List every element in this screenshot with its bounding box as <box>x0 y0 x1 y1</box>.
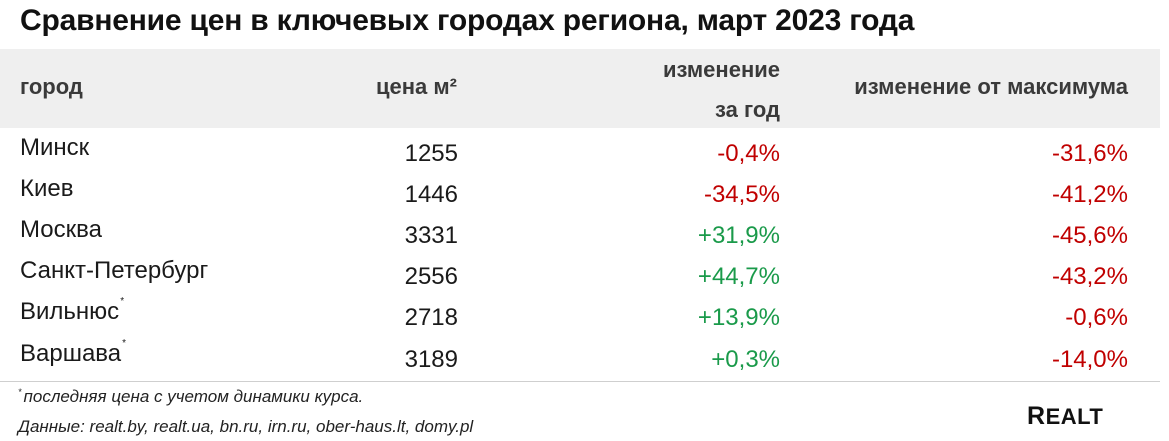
cell-price: 3189 <box>404 346 458 373</box>
cell-max-change: -43,2% <box>1051 263 1128 290</box>
table-row: Варшава* 3189 +0,3% -14,0% <box>0 336 1160 377</box>
cell-price: 2556 <box>404 263 458 290</box>
footnote: * последняя цена с учетом динамики курса. <box>18 387 363 407</box>
cell-city: Вильнюс* <box>20 296 125 326</box>
cell-year-change: -0,4% <box>717 140 780 167</box>
cell-city: Минск <box>20 134 89 162</box>
column-header-year-change-line2: за год <box>715 97 780 122</box>
footnote-marker: * <box>122 338 127 349</box>
cell-price: 3331 <box>404 222 458 249</box>
table-row: Вильнюс* 2718 +13,9% -0,6% <box>0 294 1160 335</box>
cell-max-change: -0,6% <box>1065 304 1128 331</box>
table-row: Киев 1446 -34,5% -41,2% <box>0 171 1160 212</box>
cell-max-change: -31,6% <box>1051 140 1128 167</box>
page-title: Сравнение цен в ключевых городах региона… <box>20 4 915 37</box>
footnote-marker: * <box>18 387 22 397</box>
city-name: Москва <box>20 216 102 243</box>
cell-year-change: -34,5% <box>703 181 780 208</box>
column-header-max-change: изменение от максимума <box>854 74 1128 99</box>
cell-max-change: -41,2% <box>1051 181 1128 208</box>
table-row: Москва 3331 +31,9% -45,6% <box>0 212 1160 253</box>
source-note: Данные: realt.by, realt.ua, bn.ru, irn.r… <box>18 417 474 436</box>
column-header-year-change: изменение <box>663 57 780 82</box>
city-name: Вильнюс <box>20 298 120 325</box>
city-name: Киев <box>20 175 74 202</box>
city-name: Варшава <box>20 340 122 367</box>
cell-year-change: +0,3% <box>711 346 780 373</box>
cell-year-change: +13,9% <box>697 304 780 331</box>
footnote-text: последняя цена с учетом динамики курса. <box>23 387 364 406</box>
cell-price: 1255 <box>404 140 458 167</box>
cell-price: 1446 <box>404 181 458 208</box>
logo-rest: EALT <box>1045 404 1104 429</box>
cell-city: Санкт-Петербург <box>20 257 208 285</box>
cell-year-change: +31,9% <box>697 222 780 249</box>
table-header-band <box>0 49 1160 128</box>
footer-divider <box>0 381 1160 382</box>
table-row: Санкт-Петербург 2556 +44,7% -43,2% <box>0 253 1160 294</box>
column-header-price: цена м² <box>376 74 457 99</box>
cell-max-change: -14,0% <box>1051 346 1128 373</box>
table-row: Минск 1255 -0,4% -31,6% <box>0 130 1160 171</box>
cell-city: Киев <box>20 175 73 203</box>
column-header-city: город <box>20 74 83 99</box>
realt-logo: REALT <box>1027 402 1103 431</box>
logo-first-letter: R <box>1027 402 1046 430</box>
cell-price: 2718 <box>404 304 458 331</box>
cell-year-change: +44,7% <box>697 263 780 290</box>
cell-city: Москва <box>20 216 102 244</box>
city-name: Минск <box>20 134 90 161</box>
cell-max-change: -45,6% <box>1051 222 1128 249</box>
cell-city: Варшава* <box>20 338 127 368</box>
city-name: Санкт-Петербург <box>20 257 209 284</box>
footnote-marker: * <box>120 296 125 307</box>
